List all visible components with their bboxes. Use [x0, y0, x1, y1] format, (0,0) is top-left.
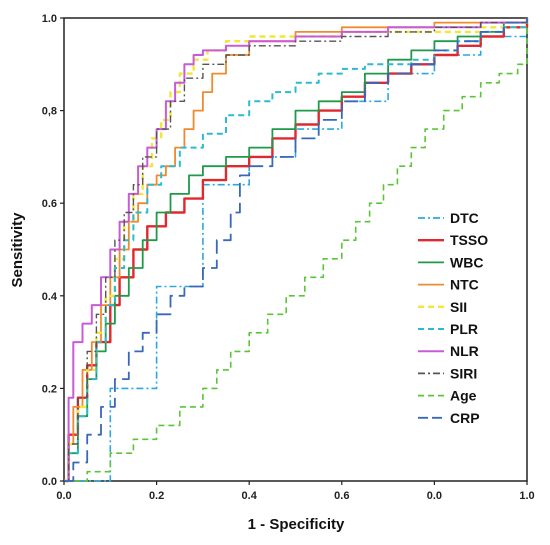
- roc-curve-ntc: [64, 18, 528, 482]
- y-tick-label: 0.4: [42, 291, 58, 303]
- y-tick-label: 0.0: [42, 476, 57, 488]
- legend-label-nlr: NLR: [450, 343, 479, 359]
- x-tick-label: 0.4: [242, 490, 258, 502]
- legend-label-dtc: DTC: [450, 210, 479, 226]
- roc-curve-plr: [64, 18, 528, 482]
- y-axis-title: Sensitivity: [9, 212, 26, 288]
- x-axis-ticks: 0.0 0.2 0.4 0.6 0.0 1.0: [56, 481, 535, 502]
- x-tick-label: 0.0: [56, 490, 71, 502]
- y-tick-label: 0.2: [42, 383, 57, 395]
- roc-curve-crp: [64, 18, 528, 482]
- legend-label-crp: CRP: [450, 410, 480, 426]
- y-tick-label: 0.6: [42, 198, 57, 210]
- legend-label-plr: PLR: [450, 321, 478, 337]
- y-tick-label: 1.0: [42, 13, 57, 25]
- y-tick-label: 0,8: [42, 106, 57, 118]
- legend-label-siri: SIRI: [450, 365, 477, 381]
- x-tick-label: 1.0: [519, 490, 534, 502]
- plot-frame: [63, 17, 528, 482]
- legend-label-wbc: WBC: [450, 254, 483, 270]
- roc-curve-wbc: [64, 18, 528, 482]
- legend-label-tsso: TSSO: [450, 232, 488, 248]
- x-tick-label: 0.6: [334, 490, 349, 502]
- roc-curve-age: [64, 18, 528, 482]
- x-axis-title: 1 - Specificity: [248, 516, 345, 533]
- legend: DTC TSSO WBC NTC SII PLR NLR SIRI Age CRP: [418, 210, 488, 426]
- legend-label-age: Age: [450, 388, 477, 404]
- legend-label-sii: SII: [450, 299, 467, 315]
- roc-curves: [64, 18, 529, 483]
- y-axis-ticks: 0.0 0.2 0.4 0.6 0,8 1.0: [42, 13, 64, 488]
- plot-area: [63, 17, 528, 482]
- x-tick-label: 0.2: [149, 490, 164, 502]
- roc-curve-siri: [64, 18, 528, 482]
- roc-curve-nlr: [64, 18, 528, 482]
- legend-label-ntc: NTC: [450, 277, 479, 293]
- roc-curve-dtc: [64, 18, 528, 482]
- x-tick-label: 0.0: [427, 490, 442, 502]
